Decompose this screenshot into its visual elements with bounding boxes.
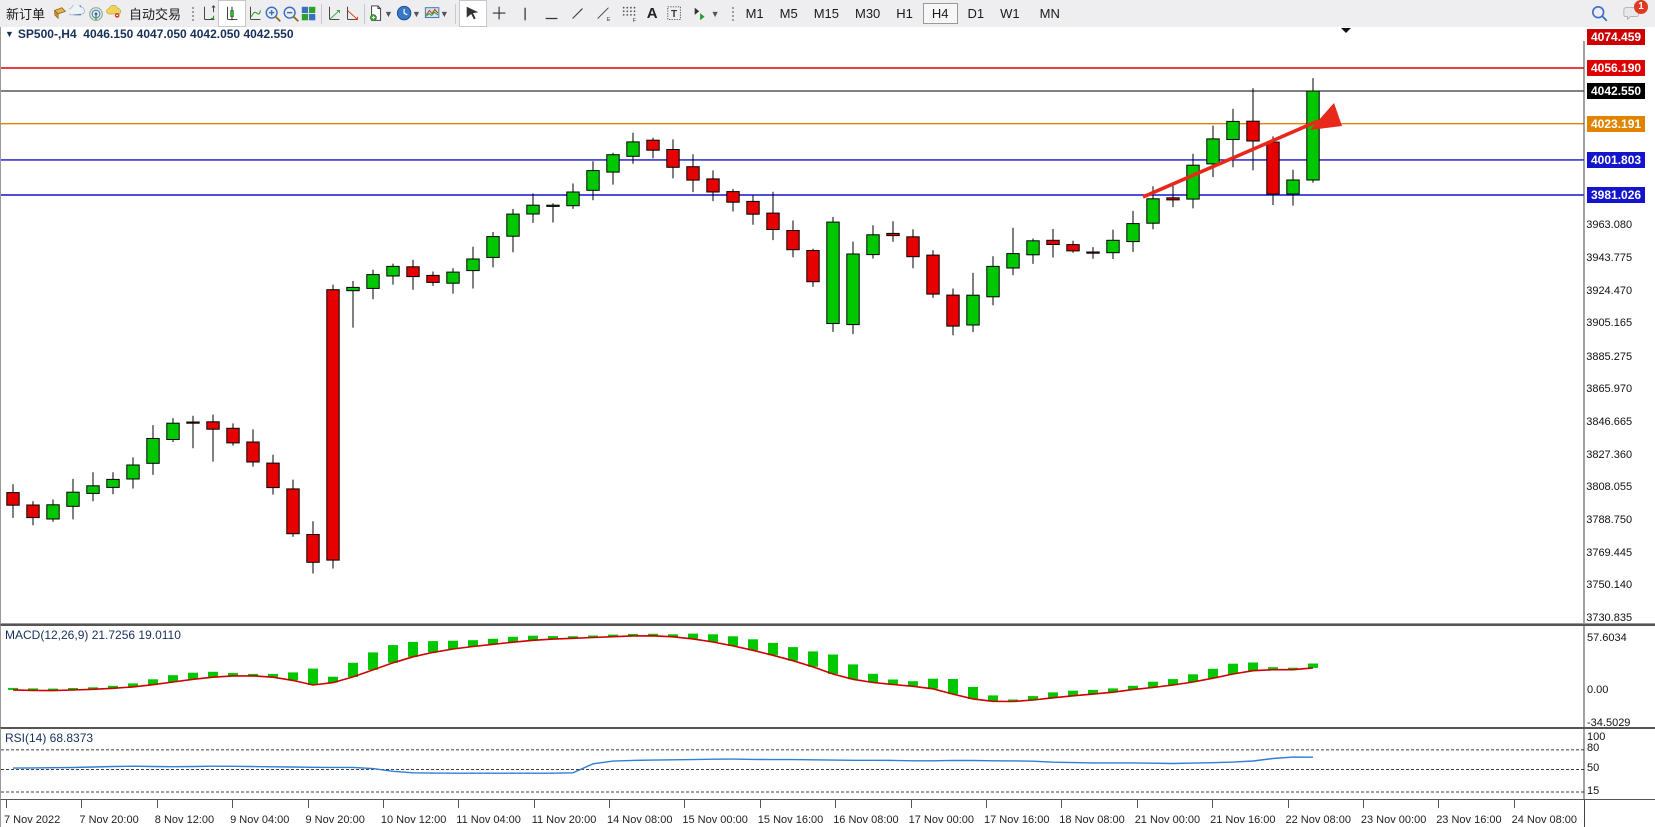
svg-text:E: E [606,17,610,23]
svg-text:F: F [632,18,636,23]
svg-text:T: T [671,9,677,20]
